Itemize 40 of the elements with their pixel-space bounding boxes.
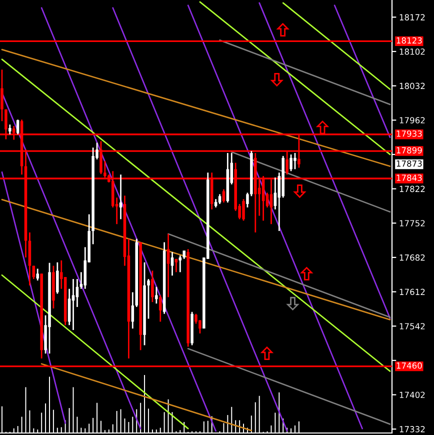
candlestick (170, 251, 174, 276)
candlestick (16, 118, 20, 136)
ref-line-label: 17899 (396, 147, 422, 154)
candlestick (166, 233, 170, 298)
candlestick (56, 262, 59, 294)
y-tick-label: 17962 (400, 117, 425, 124)
candlestick (218, 193, 222, 205)
y-tick-label: 17332 (400, 426, 425, 432)
text: 17873 (396, 160, 422, 167)
y-tick-label: 17402 (400, 392, 425, 398)
y-tick-label: 17612 (400, 288, 425, 296)
candlestick (290, 154, 292, 172)
candlestick (72, 278, 75, 331)
ref-line-label: 17933 (396, 130, 422, 137)
candlestick (8, 124, 12, 136)
y-tick-label: 18172 (400, 14, 425, 20)
candlestick (119, 174, 122, 220)
candlestick (242, 198, 245, 222)
candlestick (147, 278, 150, 320)
candlestick (155, 286, 158, 304)
candlestick (222, 188, 226, 204)
candlestick (178, 254, 182, 273)
candlestick (174, 258, 178, 273)
candlestick (151, 270, 154, 303)
ref-line-label: 18123 (396, 37, 422, 44)
candlestick (68, 288, 71, 326)
y-tick-label: 17682 (400, 254, 425, 261)
y-tick-label: 18102 (400, 48, 425, 55)
candlestick (36, 268, 39, 282)
y-tick-label: 18032 (400, 82, 425, 90)
y-tick-label: 17752 (400, 220, 425, 226)
candlestick (274, 176, 277, 210)
ref-line-label: 17843 (396, 174, 422, 181)
candlestick (194, 313, 198, 324)
candlestick (294, 152, 296, 170)
y-tick-label: 17822 (400, 186, 425, 192)
candlestick (158, 294, 162, 322)
ref-line-label: 17460 (396, 362, 422, 369)
candlestick (0, 68, 4, 122)
y-tick-label: 17542 (400, 323, 425, 330)
